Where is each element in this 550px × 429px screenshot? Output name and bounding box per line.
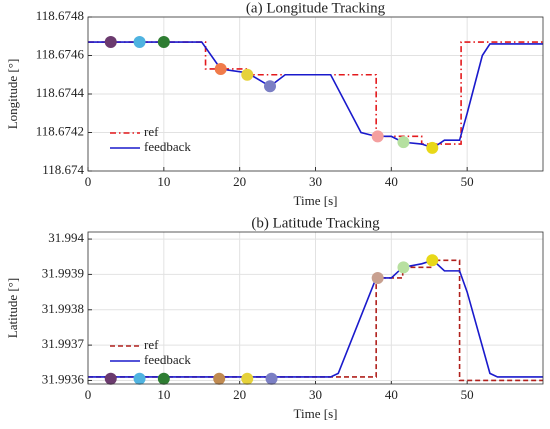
x-tick-label: 10 bbox=[157, 174, 170, 189]
y-tick-label: 31.9937 bbox=[42, 336, 85, 351]
marker bbox=[426, 254, 439, 267]
y-tick-label: 118.6742 bbox=[36, 123, 84, 138]
data-line bbox=[88, 41, 543, 145]
x-tick-label: 50 bbox=[461, 174, 474, 189]
legend-label: ref bbox=[144, 337, 159, 352]
marker bbox=[241, 372, 254, 385]
marker bbox=[213, 372, 226, 385]
x-tick-label: 50 bbox=[461, 387, 474, 402]
plot-frame bbox=[87, 16, 544, 172]
x-tick-label: 0 bbox=[85, 387, 92, 402]
x-tick-label: 0 bbox=[85, 174, 92, 189]
marker bbox=[371, 271, 384, 284]
y-axis-label: Latitude [°] bbox=[5, 278, 20, 338]
x-tick-label: 30 bbox=[309, 174, 322, 189]
marker bbox=[371, 130, 384, 143]
x-tick-label: 20 bbox=[233, 387, 246, 402]
x-tick-label: 30 bbox=[309, 387, 322, 402]
chart-title: (a) Longitude Tracking bbox=[246, 0, 386, 16]
x-tick-label: 40 bbox=[385, 387, 398, 402]
marker bbox=[157, 36, 170, 49]
chart: (b) Latitude Tracking Time [s] Latitude [°… bbox=[5, 215, 544, 421]
y-tick-label: 118.6748 bbox=[36, 8, 84, 23]
chart-title: (b) Latitude Tracking bbox=[251, 215, 380, 231]
marker bbox=[133, 36, 146, 49]
marker bbox=[265, 372, 278, 385]
x-axis-label: Time [s] bbox=[294, 406, 338, 421]
plot-frame bbox=[87, 231, 544, 385]
x-axis-label: Time [s] bbox=[294, 193, 338, 208]
y-tick-label: 118.674 bbox=[42, 162, 84, 177]
marker bbox=[397, 136, 410, 149]
y-tick-label: 31.9939 bbox=[42, 265, 84, 280]
x-tick-label: 20 bbox=[233, 174, 246, 189]
marker bbox=[214, 62, 227, 75]
data-line bbox=[88, 259, 543, 382]
marker bbox=[264, 80, 276, 93]
marker bbox=[104, 36, 117, 49]
legend-label: feedback bbox=[144, 352, 191, 367]
x-tick-label: 40 bbox=[385, 174, 398, 189]
y-tick-label: 31.9936 bbox=[42, 371, 85, 386]
y-tick-label: 118.6746 bbox=[36, 46, 85, 61]
marker bbox=[157, 372, 170, 385]
chart: (a) Longitude Tracking Time [s] Longitude … bbox=[5, 0, 544, 208]
marker bbox=[104, 372, 117, 385]
marker bbox=[426, 141, 439, 154]
y-tick-label: 31.9938 bbox=[42, 301, 84, 316]
y-tick-label: 118.6744 bbox=[36, 85, 85, 100]
marker bbox=[133, 372, 146, 385]
legend-label: ref bbox=[144, 124, 159, 139]
y-axis-label: Longitude [°] bbox=[5, 59, 20, 130]
marker bbox=[397, 261, 410, 274]
legend-label: feedback bbox=[144, 139, 191, 154]
y-tick-label: 31.994 bbox=[48, 230, 84, 245]
marker bbox=[241, 68, 254, 81]
x-tick-label: 10 bbox=[157, 387, 170, 402]
